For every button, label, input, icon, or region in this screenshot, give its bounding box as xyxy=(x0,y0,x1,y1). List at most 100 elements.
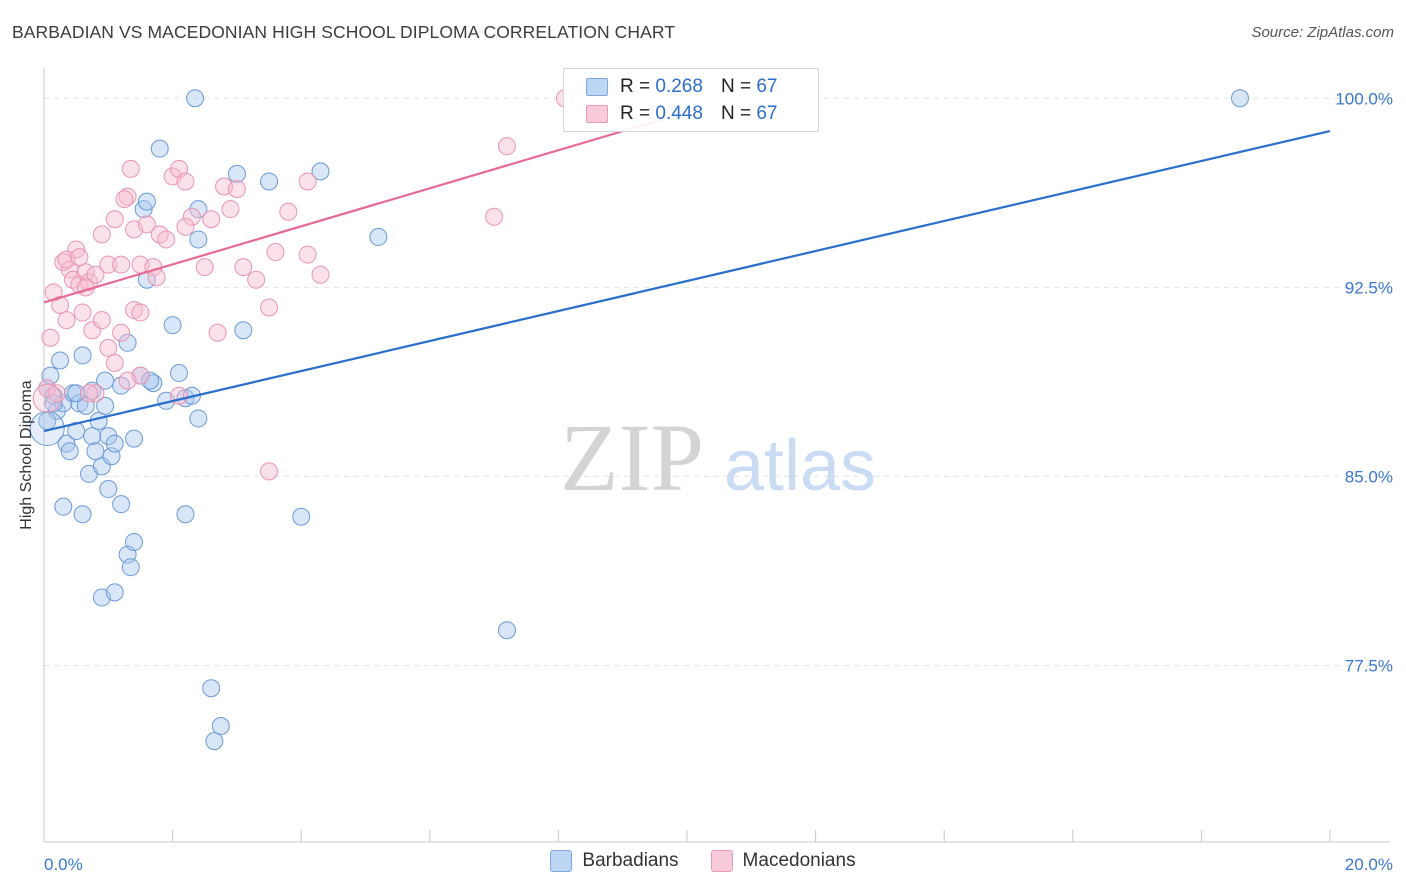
x-tick-label: 20.0% xyxy=(1345,855,1393,874)
data-point xyxy=(311,265,330,284)
y-tick-label: 77.5% xyxy=(1345,657,1393,676)
data-point xyxy=(137,192,156,211)
stats-row-macedonians: R = 0.448 N = 67 xyxy=(586,102,777,126)
data-point xyxy=(73,303,92,322)
data-point xyxy=(234,258,253,277)
data-point xyxy=(221,200,240,219)
data-point xyxy=(298,172,317,191)
watermark-atlas: atlas xyxy=(724,426,876,506)
data-point xyxy=(112,255,131,274)
data-point xyxy=(96,371,115,390)
data-point xyxy=(118,333,137,352)
data-point xyxy=(150,139,169,158)
watermark-zip: ZIP xyxy=(560,404,704,511)
y-tick-label: 92.5% xyxy=(1345,278,1393,297)
data-point xyxy=(247,270,266,289)
data-point xyxy=(41,328,60,347)
blue-swatch xyxy=(586,78,608,96)
y-tick-label: 100.0% xyxy=(1335,89,1393,108)
data-point xyxy=(260,172,279,191)
data-point xyxy=(118,187,137,206)
stats-legend: R = 0.268 N = 67 R = 0.448 N = 67 xyxy=(563,68,819,132)
data-point xyxy=(202,210,221,229)
data-point xyxy=(57,311,76,330)
data-point xyxy=(260,298,279,317)
trend-line-macedonians xyxy=(43,107,701,304)
data-point xyxy=(205,732,224,751)
data-point xyxy=(86,442,105,461)
data-point xyxy=(186,89,205,108)
data-point xyxy=(105,583,124,602)
data-point xyxy=(80,384,99,403)
data-point xyxy=(211,717,230,736)
legend-item-macedonians[interactable]: Macedonians xyxy=(710,850,856,872)
series-macedonians xyxy=(32,89,574,481)
data-point xyxy=(99,480,118,499)
data-point xyxy=(105,210,124,229)
data-point xyxy=(44,386,63,405)
x-tick-label: 0.0% xyxy=(44,855,83,874)
data-point xyxy=(112,323,131,342)
y-tick-label: 85.0% xyxy=(1345,467,1393,486)
data-point xyxy=(32,383,62,413)
n-value: 67 xyxy=(756,76,778,97)
data-point xyxy=(96,396,115,415)
blue-swatch xyxy=(550,850,573,872)
r-value: 0.448 xyxy=(655,103,703,124)
legend-label: Macedonians xyxy=(742,850,856,871)
data-point xyxy=(51,295,70,314)
data-point xyxy=(234,321,253,340)
data-point xyxy=(311,162,330,181)
data-point xyxy=(51,351,70,370)
data-point xyxy=(227,164,246,183)
data-point xyxy=(60,260,79,279)
data-point xyxy=(141,371,160,390)
data-point xyxy=(131,303,150,322)
data-point xyxy=(54,394,73,413)
data-point xyxy=(202,679,221,698)
data-point xyxy=(182,207,201,226)
r-label: R = xyxy=(620,103,651,124)
data-point xyxy=(189,200,208,219)
data-point xyxy=(105,434,124,453)
data-point xyxy=(189,409,208,428)
data-point xyxy=(1230,89,1249,108)
n-label: N = xyxy=(720,103,752,124)
data-point xyxy=(176,505,195,524)
r-value: 0.268 xyxy=(655,76,703,97)
gridlines xyxy=(44,97,1390,667)
watermark: ZIP atlas xyxy=(560,404,876,511)
data-point xyxy=(125,532,144,551)
data-point xyxy=(89,411,108,430)
legend-item-barbadians[interactable]: Barbadians xyxy=(550,850,679,872)
data-point xyxy=(115,190,134,209)
data-point xyxy=(118,371,137,390)
pink-swatch xyxy=(586,105,608,123)
pink-swatch xyxy=(710,850,733,872)
data-point xyxy=(292,507,311,526)
series-legend: Barbadians Macedonians xyxy=(0,850,1406,872)
data-point xyxy=(83,381,102,400)
trend-lines xyxy=(43,107,1331,433)
data-point xyxy=(29,411,65,447)
data-point xyxy=(54,497,73,516)
axes xyxy=(43,68,1390,843)
stats-row-barbadians: R = 0.268 N = 67 xyxy=(586,75,777,99)
data-point xyxy=(125,429,144,448)
data-point xyxy=(195,258,214,277)
chart-title: BARBADIAN VS MACEDONIAN HIGH SCHOOL DIPL… xyxy=(12,22,676,42)
data-point xyxy=(497,621,516,640)
data-point xyxy=(99,427,118,446)
legend-label: Barbadians xyxy=(582,850,679,871)
data-point xyxy=(170,364,189,383)
data-point xyxy=(38,379,57,398)
data-point xyxy=(83,427,102,446)
data-point xyxy=(227,180,246,199)
series-barbadians xyxy=(29,89,1249,751)
data-point xyxy=(92,311,111,330)
data-point xyxy=(279,202,298,221)
trend-line-barbadians xyxy=(43,129,1331,433)
data-point xyxy=(485,207,504,226)
data-point xyxy=(157,230,176,249)
